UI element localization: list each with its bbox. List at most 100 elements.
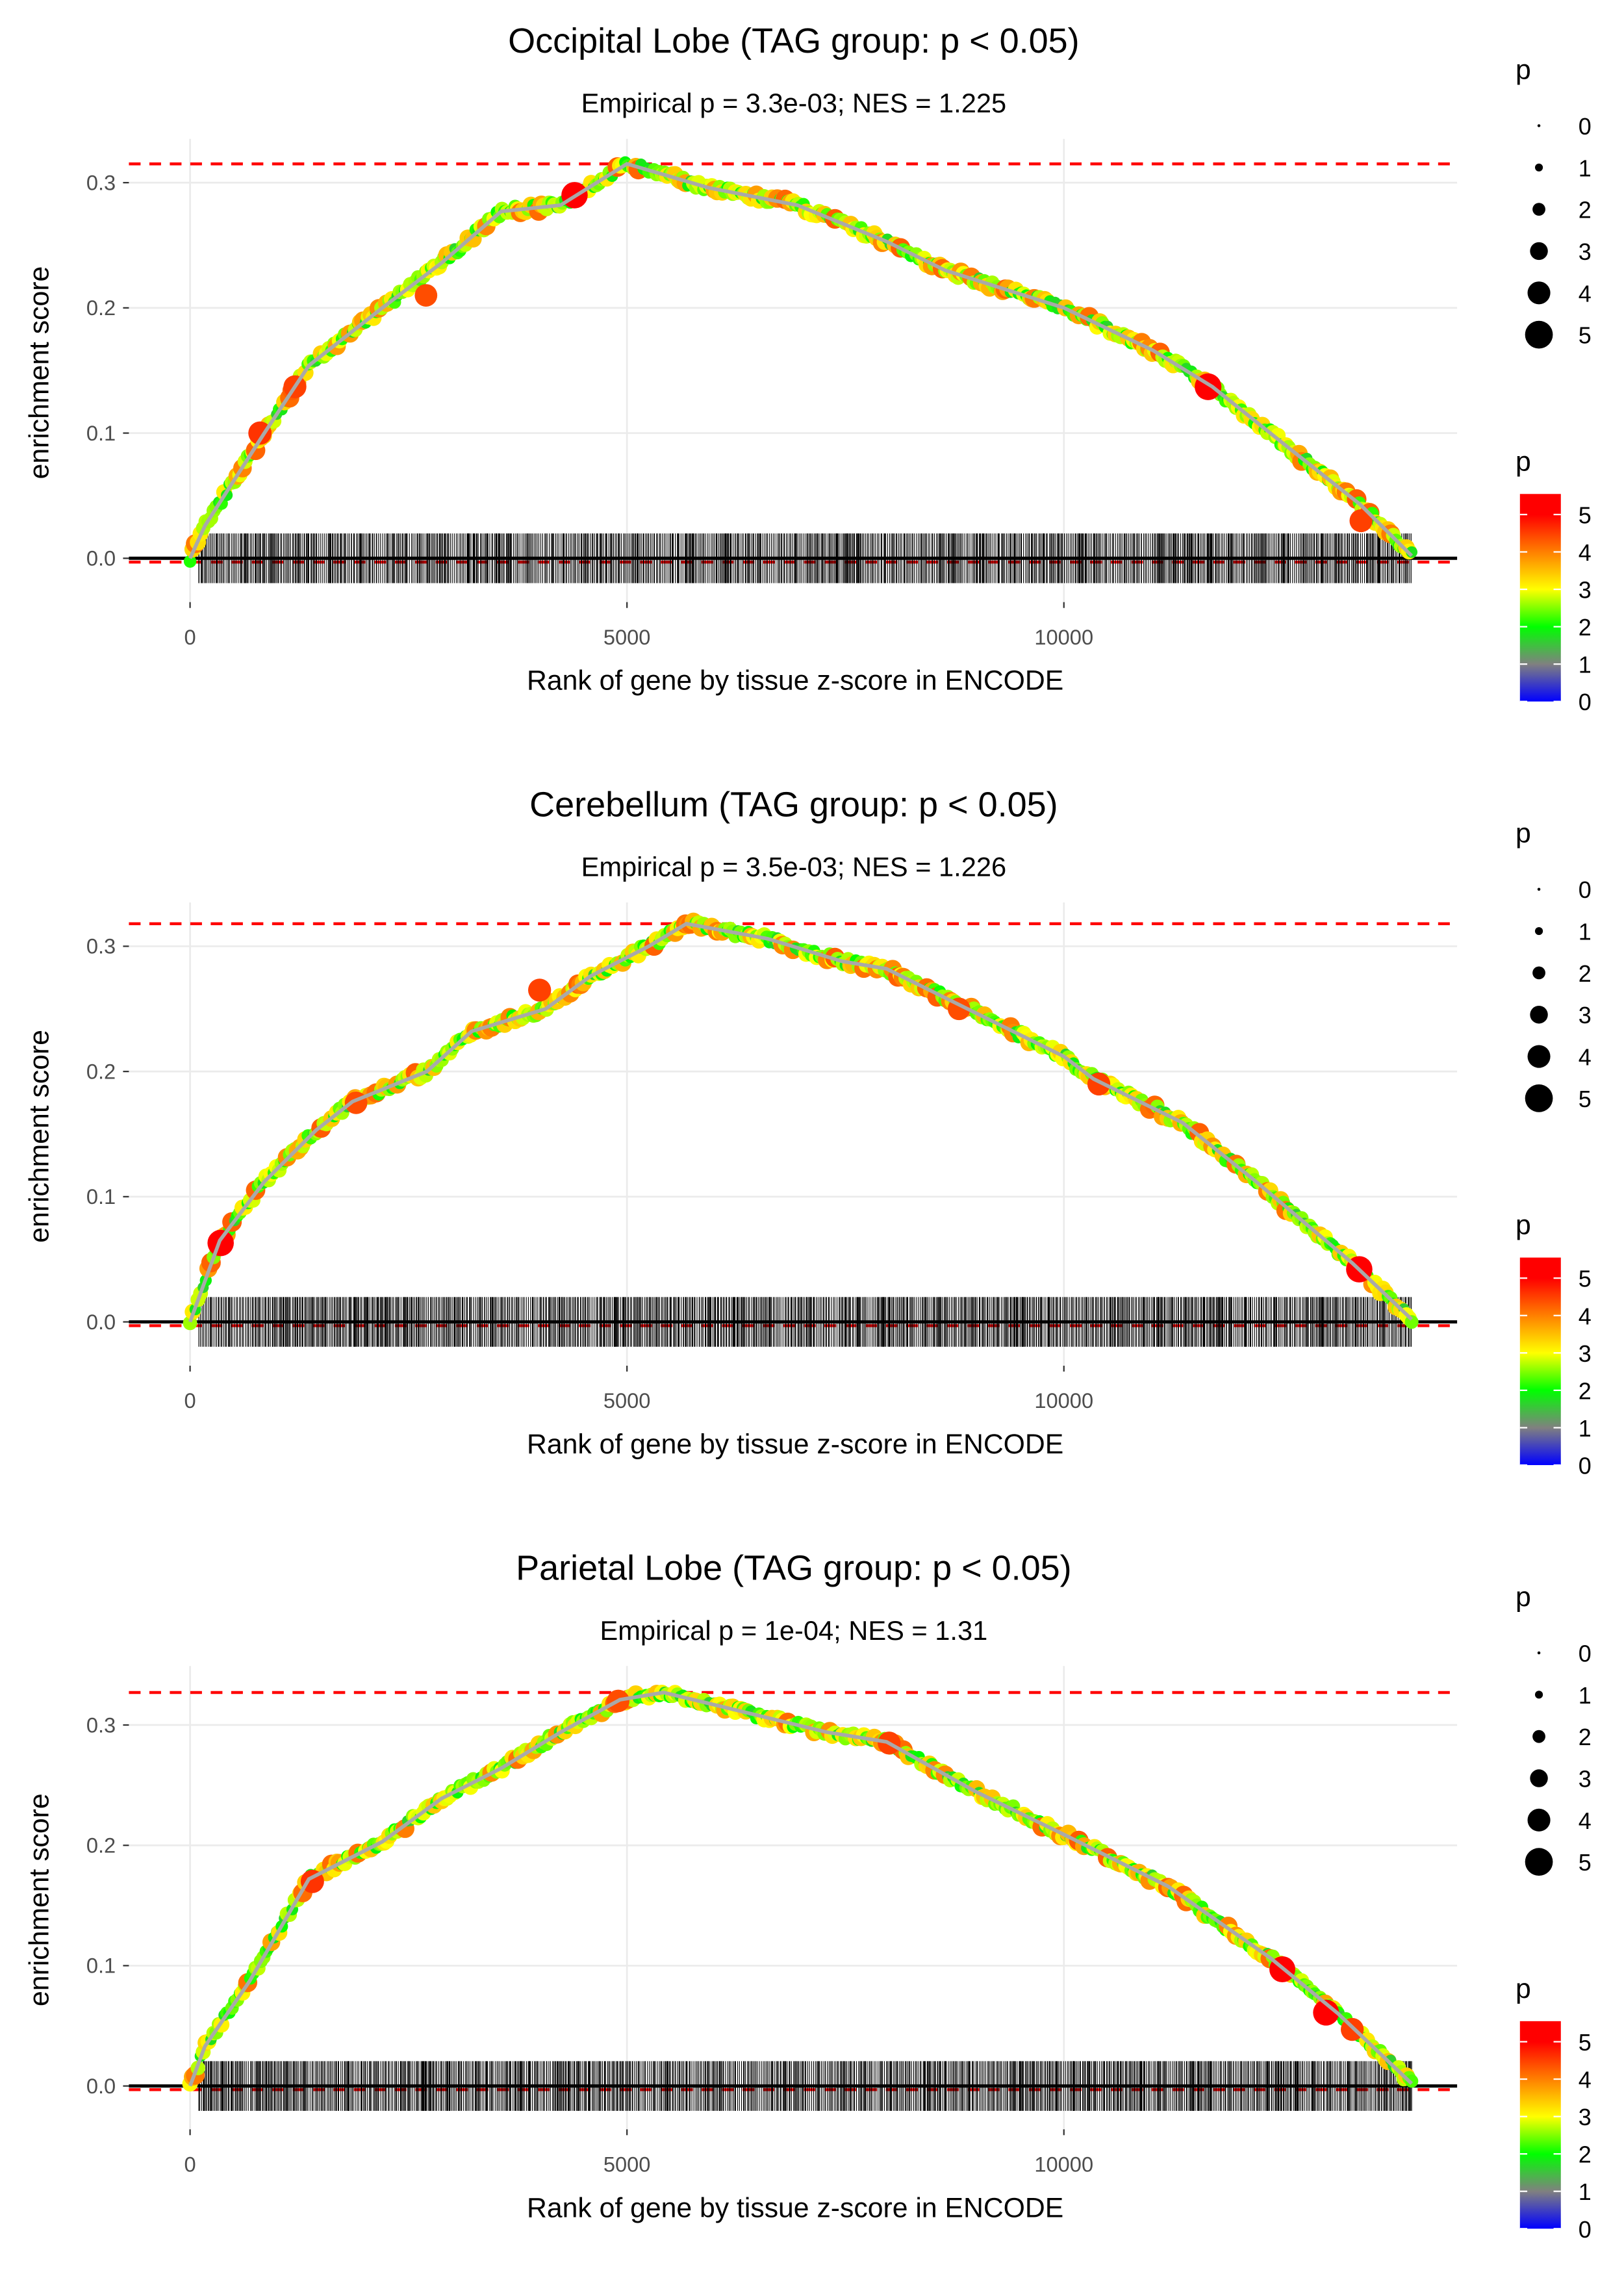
y-tick-label: 0.0	[86, 1310, 116, 1334]
color-legend: p 0 1 2 3 4 5	[1516, 1210, 1592, 1479]
color-legend-label: 5	[1579, 502, 1592, 528]
size-legend-dot	[1525, 320, 1553, 349]
y-tick-label: 0.2	[86, 1059, 116, 1083]
size-legend-dot	[1534, 163, 1543, 172]
size-legend-label: 5	[1579, 1086, 1592, 1112]
size-legend-label: 0	[1579, 1641, 1592, 1667]
color-legend-label: 4	[1579, 539, 1592, 566]
x-axis-title: Rank of gene by tissue z-score in ENCODE	[527, 2192, 1063, 2223]
size-legend-label: 0	[1579, 113, 1592, 140]
size-legend-label: 3	[1579, 1766, 1592, 1793]
color-bar	[1519, 494, 1561, 702]
es-points	[182, 1684, 1419, 2092]
size-legend-dot	[1525, 1084, 1553, 1112]
x-tick-label: 10000	[1034, 1388, 1093, 1412]
color-legend-label: 4	[1579, 1303, 1592, 1329]
color-legend-title: p	[1516, 1210, 1531, 1241]
color-legend-label: 1	[1579, 652, 1592, 678]
color-legend-label: 0	[1579, 689, 1592, 715]
x-axis-title: Rank of gene by tissue z-score in ENCODE	[527, 1429, 1063, 1460]
y-tick-label: 0.2	[86, 1833, 116, 1857]
x-axis-title: Rank of gene by tissue z-score in ENCODE	[527, 665, 1063, 696]
size-legend-dot	[1532, 203, 1545, 216]
es-point	[183, 555, 197, 568]
panel-2: Parietal Lobe (TAG group: p < 0.05) Empir…	[24, 1549, 1592, 2243]
size-legend-dot	[1532, 966, 1545, 980]
size-legend-dot	[1537, 888, 1541, 891]
size-legend-label: 4	[1579, 1044, 1592, 1071]
color-legend-label: 0	[1579, 2216, 1592, 2243]
y-tick-label: 0.3	[86, 1713, 116, 1737]
color-legend-title: p	[1516, 446, 1531, 477]
size-legend-dot	[1527, 281, 1551, 305]
es-point-highlight	[1313, 1999, 1339, 2026]
size-legend-label: 1	[1579, 919, 1592, 945]
size-legend-label: 3	[1579, 1002, 1592, 1028]
size-legend-dot	[1530, 1769, 1548, 1787]
size-legend-dot	[1534, 1691, 1543, 1699]
size-legend-dot	[1527, 1808, 1551, 1832]
size-legend-label: 0	[1579, 876, 1592, 903]
size-legend-label: 4	[1579, 1808, 1592, 1834]
x-tick-label: 5000	[603, 625, 651, 649]
size-legend-dot	[1534, 926, 1543, 936]
y-axis-title: enrichment score	[24, 1793, 55, 2006]
y-tick-label: 0.0	[86, 2074, 116, 2098]
es-point-highlight	[414, 284, 438, 307]
size-legend-dot	[1527, 1045, 1551, 1068]
es-curve	[188, 1691, 1414, 2087]
size-legend-dot	[1537, 1651, 1541, 1655]
y-axis-title: enrichment score	[24, 1030, 55, 1243]
size-legend-label: 5	[1579, 1849, 1592, 1876]
size-legend-dot	[1525, 1848, 1553, 1876]
size-legend-label: 1	[1579, 1682, 1592, 1709]
x-tick-label: 0	[184, 625, 196, 649]
size-legend-title: p	[1516, 818, 1531, 849]
chart-title: Parietal Lobe (TAG group: p < 0.05)	[516, 1549, 1072, 1588]
y-tick-label: 0.1	[86, 421, 116, 445]
chart-subtitle: Empirical p = 3.3e-03; NES = 1.225	[581, 88, 1007, 118]
color-legend-label: 2	[1579, 614, 1592, 641]
size-legend-dot	[1530, 242, 1548, 261]
size-legend-title: p	[1516, 54, 1531, 85]
y-tick-label: 0.1	[86, 1184, 116, 1208]
es-point-highlight	[528, 978, 552, 1002]
size-legend-dot	[1537, 124, 1541, 127]
color-legend-label: 3	[1579, 1340, 1592, 1367]
color-legend-label: 2	[1579, 2141, 1592, 2168]
y-tick-label: 0.3	[86, 934, 116, 958]
size-legend-dot	[1530, 1006, 1548, 1024]
size-legend: p 0 1 2 3 4 5	[1516, 54, 1592, 348]
panel-1: Cerebellum (TAG group: p < 0.05) Empirica…	[24, 785, 1592, 1479]
color-bar	[1519, 1257, 1561, 1465]
x-tick-label: 5000	[603, 1388, 651, 1412]
color-legend-label: 5	[1579, 2029, 1592, 2056]
y-tick-label: 0.0	[86, 546, 116, 570]
y-tick-label: 0.3	[86, 170, 116, 194]
x-tick-label: 0	[184, 1388, 196, 1412]
size-legend-label: 2	[1579, 197, 1592, 224]
size-legend-label: 1	[1579, 155, 1592, 181]
size-legend-label: 3	[1579, 238, 1592, 265]
size-legend-label: 2	[1579, 1724, 1592, 1750]
size-legend-label: 2	[1579, 960, 1592, 987]
size-legend: p 0 1 2 3 4 5	[1516, 1581, 1592, 1876]
es-point-highlight	[248, 421, 272, 445]
size-legend-title: p	[1516, 1581, 1531, 1613]
size-legend-label: 4	[1579, 280, 1592, 307]
y-tick-label: 0.1	[86, 1954, 116, 1978]
es-points	[183, 912, 1419, 1331]
color-bar	[1519, 2021, 1561, 2229]
size-legend: p 0 1 2 3 4 5	[1516, 818, 1592, 1112]
chart-subtitle: Empirical p = 3.5e-03; NES = 1.226	[581, 851, 1007, 882]
size-legend-dot	[1532, 1730, 1545, 1743]
panel-0: Occipital Lobe (TAG group: p < 0.05) Empi…	[24, 21, 1592, 715]
x-tick-label: 0	[184, 2153, 196, 2177]
es-points	[183, 156, 1418, 568]
chart-title: Cerebellum (TAG group: p < 0.05)	[529, 785, 1058, 824]
color-legend-label: 4	[1579, 2067, 1592, 2093]
color-legend-label: 5	[1579, 1266, 1592, 1292]
x-tick-label: 5000	[603, 2153, 651, 2177]
color-legend-label: 1	[1579, 2178, 1592, 2205]
